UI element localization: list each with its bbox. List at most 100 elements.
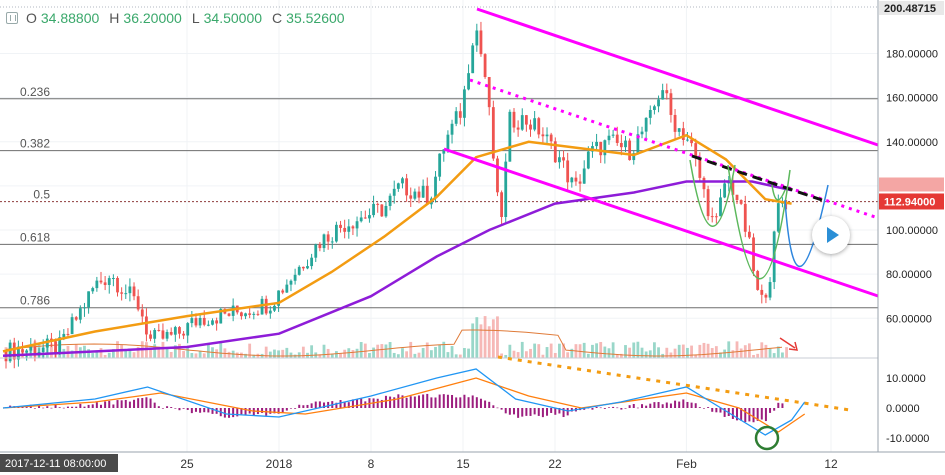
volume-bar: [405, 351, 409, 358]
candle-body: [450, 123, 454, 135]
macd-histogram-bar: [389, 396, 392, 408]
macd-histogram-bar: [190, 408, 193, 414]
volume-bar: [425, 342, 429, 358]
volume-bar: [768, 348, 772, 358]
macd-histogram-bar: [273, 408, 276, 414]
volume-bar: [562, 343, 565, 358]
macd-histogram-bar: [500, 408, 503, 410]
candle-body: [401, 178, 404, 184]
volume-bar: [330, 353, 334, 358]
volume-bar: [454, 354, 458, 358]
volume-bar: [335, 351, 338, 358]
candle-body: [409, 195, 413, 199]
volume-bar: [624, 345, 627, 358]
volume-bar: [252, 354, 256, 358]
crossover-circle: [754, 425, 780, 451]
macd-histogram-bar: [298, 404, 301, 408]
volume-bar: [603, 346, 607, 358]
price-axis-background: [878, 0, 945, 475]
macd-histogram-bar: [347, 402, 350, 408]
macd-histogram-bar: [228, 408, 231, 418]
candle-body: [111, 277, 115, 279]
candle-body: [706, 189, 710, 217]
candle-body: [512, 111, 516, 128]
candle-body: [145, 316, 148, 335]
macd-histogram-bar: [182, 408, 185, 409]
macd-histogram-bar: [682, 399, 685, 408]
candle-body: [289, 280, 293, 285]
macd-histogram-bar: [711, 408, 714, 412]
macd-histogram-bar: [149, 398, 152, 408]
macd-histogram-bar: [645, 405, 648, 408]
volume-bar: [202, 353, 206, 358]
candle-body: [186, 323, 190, 336]
macd-histogram-bar: [467, 397, 470, 408]
macd-histogram-bar: [707, 407, 710, 408]
prev-price-tag: [879, 177, 944, 192]
macd-histogram-bar: [418, 395, 420, 408]
candle-body: [335, 224, 338, 242]
volume-bar: [681, 344, 685, 358]
volume-bar: [434, 346, 437, 358]
volume-bar: [690, 345, 693, 358]
candle-body: [694, 143, 698, 158]
macd-histogram-bar: [232, 408, 235, 418]
chart-settings-icon[interactable]: [6, 12, 18, 24]
volume-bar: [359, 342, 363, 358]
candle-body: [603, 140, 607, 156]
volume-bar: [657, 347, 660, 358]
volume-bar: [781, 352, 784, 358]
volume-bar: [653, 342, 656, 358]
macd-histogram-bar: [356, 399, 359, 408]
volume-bar: [723, 349, 727, 358]
volume-bar: [111, 349, 115, 358]
candle-body: [363, 217, 367, 219]
low-label: L: [191, 10, 200, 26]
candle-body: [372, 203, 375, 216]
candle-body: [8, 342, 12, 362]
macd-histogram-bar: [343, 401, 346, 408]
macd-histogram-bar: [170, 407, 173, 408]
macd-histogram-bar: [479, 398, 482, 408]
candle-body: [586, 151, 590, 169]
macd-histogram-bar: [384, 395, 387, 408]
candle-body: [405, 178, 409, 196]
candle-body: [359, 217, 363, 222]
time-axis-tick-label: Feb: [676, 457, 697, 471]
candle-body: [376, 203, 380, 205]
macd-histogram-bar: [211, 408, 214, 414]
volume-bar: [483, 316, 487, 358]
candle-body: [173, 327, 177, 335]
candle-body: [446, 134, 450, 150]
candle-body: [508, 111, 512, 162]
price-axis-label: 140.00000: [886, 137, 938, 149]
volume-bar: [586, 353, 590, 358]
volume-bar: [463, 348, 466, 358]
volume-bar: [401, 348, 404, 358]
macd-histogram-bar: [46, 406, 49, 408]
macd-histogram-bar: [517, 408, 520, 418]
high-marker-label: 200.48715: [884, 3, 936, 15]
volume-bar: [752, 354, 755, 358]
candle-body: [735, 194, 739, 201]
left-shoulder-arc: [689, 159, 736, 227]
volume-bar: [599, 341, 603, 358]
volume-bar: [268, 351, 272, 358]
macd-axis-label: 0.0000: [886, 403, 920, 415]
volume-bar: [50, 343, 53, 358]
volume-bar: [475, 317, 479, 358]
candle-body: [132, 286, 136, 297]
volume-bar: [553, 352, 557, 358]
macd-histogram-bar: [75, 406, 78, 408]
candle-body: [607, 135, 611, 141]
macd-histogram-bar: [446, 394, 449, 408]
macd-histogram-bar: [124, 399, 127, 408]
volume-bar: [301, 346, 305, 358]
candle-body: [756, 271, 760, 290]
play-icon[interactable]: [812, 216, 850, 254]
volume-bar: [694, 354, 698, 358]
candle-body: [516, 127, 520, 130]
macd-histogram-bar: [137, 398, 140, 408]
